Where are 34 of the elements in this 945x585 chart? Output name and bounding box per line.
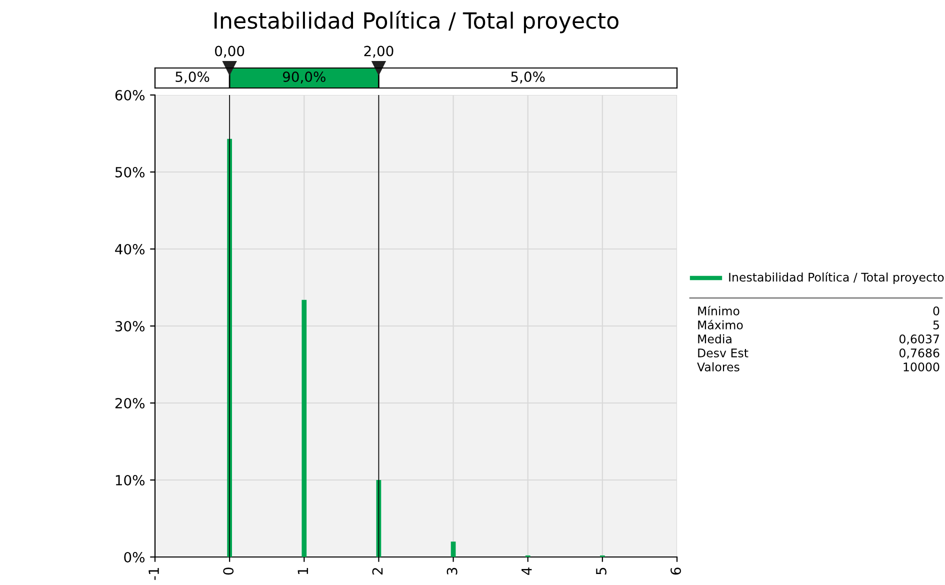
text: Media (698, 334, 732, 344)
y-tick-label: 50% (115, 166, 145, 178)
x-tick-label: 0 (223, 568, 234, 575)
chart-title: Inestabilidad Política / Total proyecto (214, 10, 618, 34)
text: 10000 (904, 362, 940, 372)
y-tick-label: 40% (115, 244, 145, 254)
y-tick-label: 60% (115, 90, 145, 100)
x-tick-label: -1 (148, 568, 159, 580)
text: Máximo (698, 320, 743, 330)
text: 0,7686 (899, 348, 940, 359)
text: 90,0% (282, 72, 326, 84)
x-tick-label: 3 (446, 568, 458, 574)
x-tick-label: 4 (522, 568, 532, 575)
text: 5,0% (511, 72, 545, 84)
x-tick-label: 5 (596, 568, 606, 574)
y-tick-label: 0% (124, 552, 145, 562)
legend-label: Inestabilidad Política / Total proyecto (729, 272, 944, 284)
text: Mínimo (698, 306, 740, 316)
ref-line-label: 0,00 (215, 46, 244, 58)
bar (450, 542, 456, 557)
text: 0,6037 (899, 334, 939, 345)
x-tick-label: 6 (670, 568, 682, 575)
text: Desv Est (698, 348, 748, 358)
text: Valores (697, 362, 740, 372)
y-tick-label: 20% (115, 398, 145, 408)
text: 5,0% (176, 72, 210, 84)
bar (302, 300, 307, 557)
x-tick-label: 1 (298, 568, 308, 574)
y-tick-label: 30% (115, 320, 145, 332)
text: 0 (933, 306, 940, 316)
ref-line-label: 2,00 (364, 46, 394, 58)
y-tick-label: 10% (116, 474, 145, 486)
x-tick-label: 2 (372, 568, 383, 575)
text: 5 (933, 320, 939, 330)
